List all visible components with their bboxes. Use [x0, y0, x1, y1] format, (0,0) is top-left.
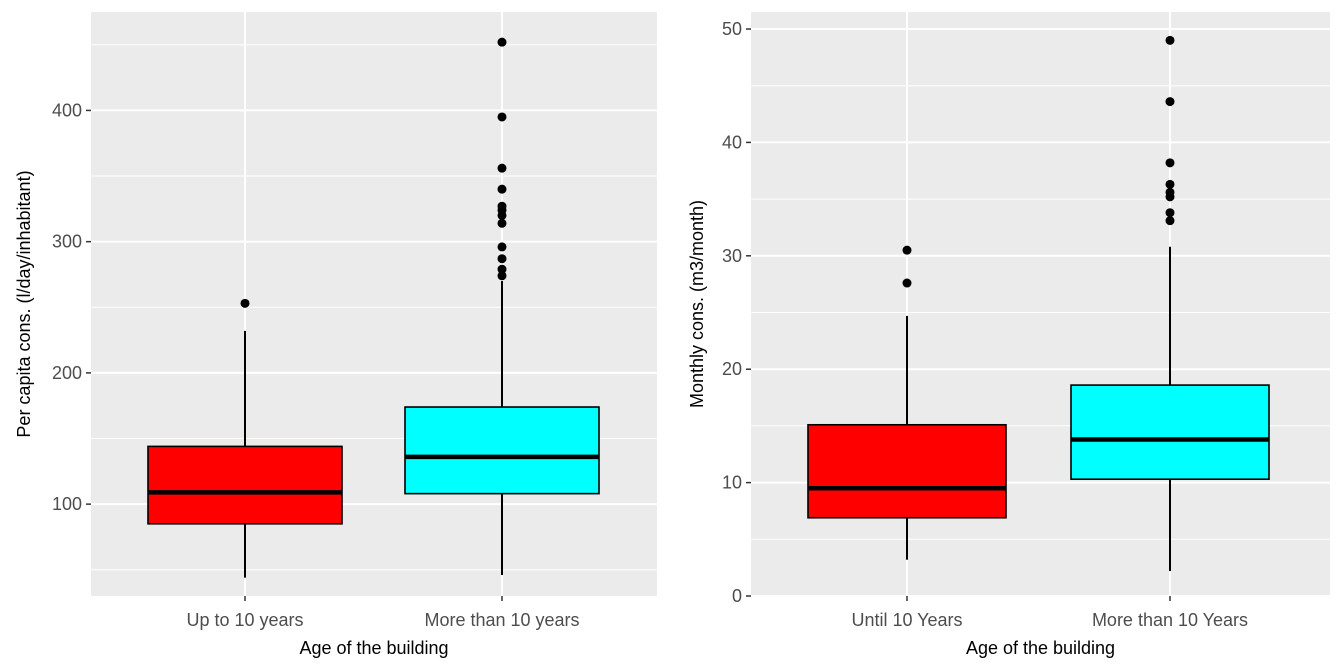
x-tick-label: More than 10 Years — [1092, 610, 1248, 630]
outlier-point — [497, 201, 507, 211]
outlier-point — [497, 254, 507, 264]
outlier-point — [240, 298, 250, 308]
box-body — [1070, 384, 1270, 481]
outlier-point — [902, 245, 912, 255]
y-tick-label: 300 — [52, 232, 82, 252]
y-tick-label: 100 — [52, 494, 82, 514]
outlier-point — [497, 184, 507, 194]
y-axis-title: Per capita cons. (l/day/inhabitant) — [14, 170, 34, 437]
box-1 — [807, 245, 1007, 560]
x-tick-label: More than 10 years — [424, 610, 579, 630]
y-axis-ticks: 100 200 300 400 — [52, 100, 91, 514]
box-2 — [1070, 35, 1270, 572]
per-capita-consumption-boxplot: 100 200 300 400 Up to 10 years More than 10 … — [14, 12, 657, 658]
y-tick-label: 400 — [52, 100, 82, 120]
outlier-point — [1165, 208, 1175, 218]
y-tick-label: 200 — [52, 363, 82, 383]
outlier-point — [497, 242, 507, 252]
outlier-point — [497, 218, 507, 228]
y-tick-label: 0 — [732, 586, 742, 606]
x-tick-label: Until 10 Years — [851, 610, 962, 630]
monthly-consumption-boxplot: 0 10 20 30 40 50 Until 10 Years More than 10 Y… — [687, 12, 1330, 658]
y-tick-label: 20 — [722, 359, 742, 379]
boxes — [807, 35, 1270, 572]
outlier-point — [1165, 187, 1175, 197]
y-tick-label: 40 — [722, 132, 742, 152]
x-axis-ticks: Up to 10 years More than 10 years — [186, 596, 580, 630]
box-2 — [404, 37, 600, 576]
y-axis-title: Monthly cons. (m3/month) — [687, 200, 707, 408]
outlier-point — [1165, 158, 1175, 168]
outlier-point — [497, 112, 507, 122]
y-tick-label: 30 — [722, 246, 742, 266]
box-body — [147, 445, 343, 525]
box-body — [404, 406, 600, 495]
x-axis-title: Age of the building — [299, 638, 448, 658]
box-1 — [147, 298, 343, 578]
x-axis-title: Age of the building — [966, 638, 1115, 658]
outlier-point — [1165, 216, 1175, 226]
outlier-point — [497, 264, 507, 274]
x-axis-ticks: Until 10 Years More than 10 Years — [851, 596, 1248, 630]
outlier-point — [1165, 35, 1175, 45]
outlier-point — [497, 271, 507, 281]
y-tick-label: 10 — [722, 473, 742, 493]
outlier-point — [497, 163, 507, 173]
outlier-point — [1165, 97, 1175, 107]
x-tick-label: Up to 10 years — [186, 610, 303, 630]
boxes — [147, 37, 600, 578]
y-tick-label: 50 — [722, 19, 742, 39]
box-body — [807, 423, 1007, 519]
outlier-point — [1165, 179, 1175, 189]
outlier-point — [902, 278, 912, 288]
outlier-point — [497, 37, 507, 47]
y-axis-ticks: 0 10 20 30 40 50 — [722, 19, 751, 606]
